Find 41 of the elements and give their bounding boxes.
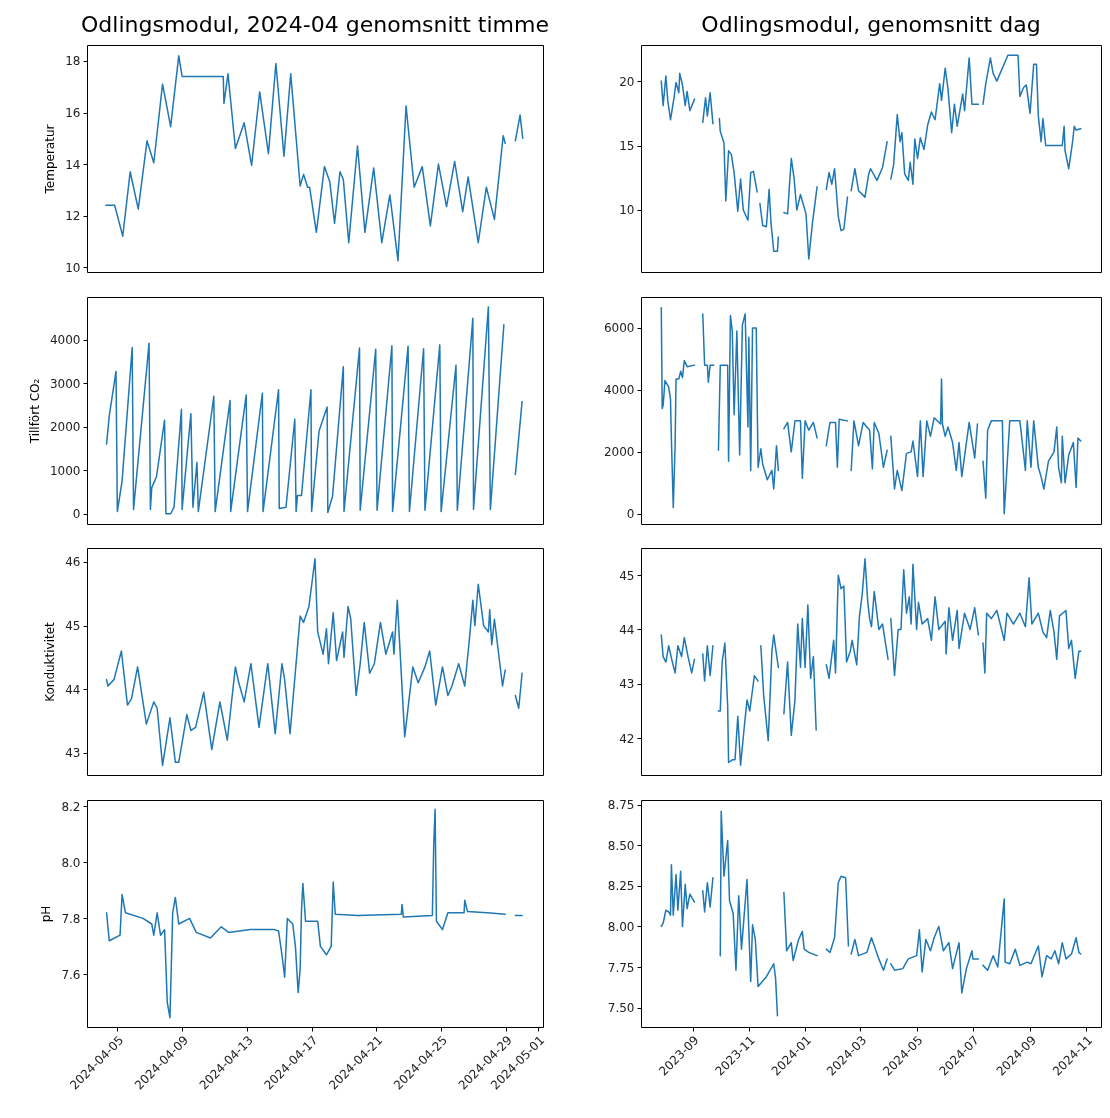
y-tick-label: 45 <box>65 619 81 634</box>
y-tick-label: 4000 <box>49 332 81 347</box>
y-tick-label: 7.8 <box>61 911 81 926</box>
y-tick-label: 2000 <box>603 445 635 460</box>
chart-title: Odlingsmodul, genomsnitt dag <box>701 12 1041 37</box>
y-tick-label: 16 <box>65 106 81 121</box>
y-tick-label: 18 <box>65 54 81 69</box>
y-tick-label: 3000 <box>49 376 81 391</box>
y-tick-label: 10 <box>619 203 635 218</box>
y-tick-label: 8.50 <box>607 838 635 853</box>
y-tick-label: 45 <box>619 569 635 584</box>
y-tick-label: 20 <box>619 74 635 89</box>
y-tick-label: 6000 <box>603 321 635 336</box>
y-tick-label: 4000 <box>603 383 635 398</box>
y-tick-label: 7.75 <box>607 960 635 975</box>
y-axis-title: Konduktivitet <box>43 622 58 703</box>
y-tick-label: 44 <box>619 623 635 638</box>
y-tick-label: 12 <box>65 209 81 224</box>
y-tick-label: 7.50 <box>607 1001 635 1016</box>
y-tick-label: 1000 <box>49 463 81 478</box>
y-tick-label: 46 <box>65 555 81 570</box>
y-tick-label: 8.0 <box>61 856 81 871</box>
chart-title: Odlingsmodul, 2024-04 genomsnitt timme <box>81 12 549 37</box>
y-tick-label: 10 <box>65 260 81 275</box>
y-tick-label: 8.25 <box>607 879 635 894</box>
y-tick-label: 14 <box>65 157 81 172</box>
y-tick-label: 8.00 <box>607 920 635 935</box>
y-tick-label: 0 <box>626 506 635 521</box>
y-tick-label: 2000 <box>49 419 81 434</box>
y-tick-label: 7.6 <box>61 967 81 982</box>
y-tick-label: 43 <box>619 677 635 692</box>
y-axis-title: pH <box>39 905 54 923</box>
y-axis-title: Temperatur <box>43 124 58 195</box>
y-tick-label: 8.2 <box>61 800 81 815</box>
y-tick-label: 44 <box>65 683 81 698</box>
y-axis-title: Tillfört CO₂ <box>27 378 42 444</box>
y-tick-label: 15 <box>619 139 635 154</box>
y-tick-label: 0 <box>72 506 81 521</box>
y-tick-label: 42 <box>619 731 635 746</box>
y-tick-label: 43 <box>65 746 81 761</box>
y-tick-label: 8.75 <box>607 798 635 813</box>
